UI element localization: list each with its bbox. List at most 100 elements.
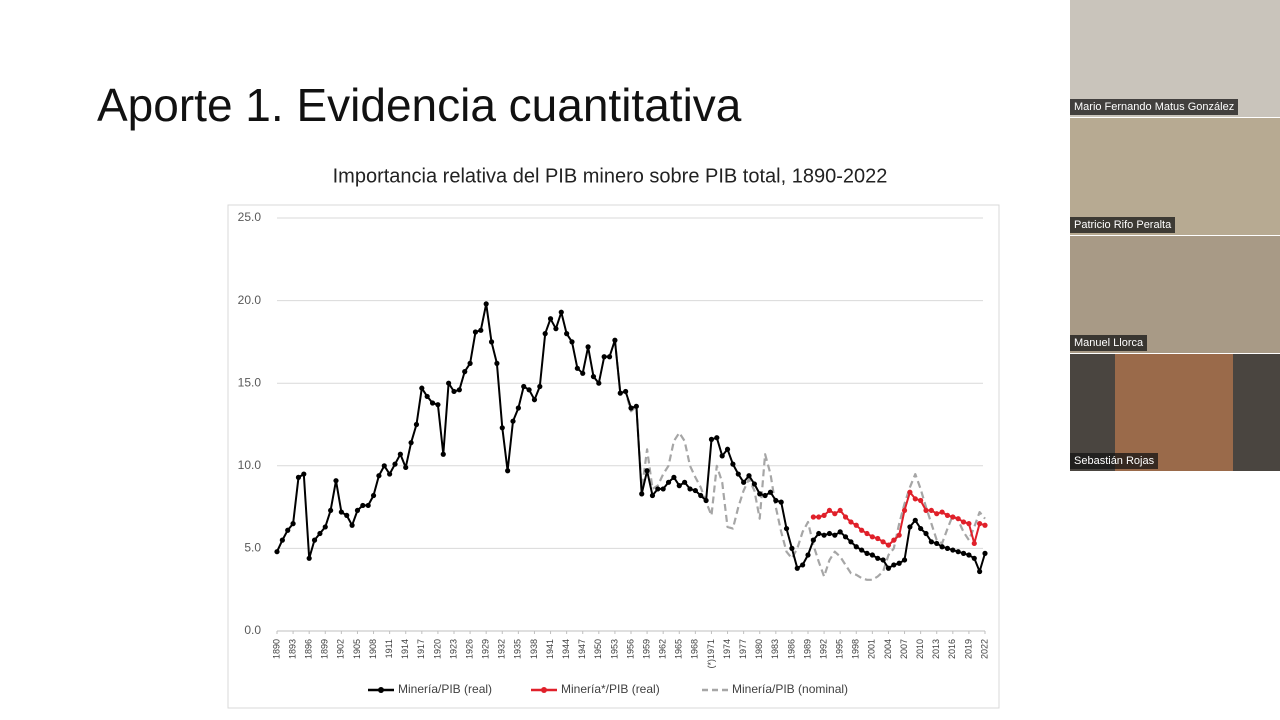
chart-title: Importancia relativa del PIB minero sobr…: [333, 165, 888, 187]
x-tick-label: 1956: [625, 639, 635, 659]
data-point: [977, 568, 983, 575]
x-tick-label: 1947: [577, 639, 587, 659]
data-point: [928, 507, 934, 514]
data-point: [424, 393, 430, 400]
data-point: [301, 471, 307, 477]
data-point: [365, 502, 371, 509]
x-tick-label: 1911: [384, 639, 394, 658]
data-point: [960, 550, 967, 556]
video-tile[interactable]: Manuel Llorca: [1070, 236, 1280, 353]
data-point: [821, 532, 827, 538]
data-point: [966, 521, 972, 527]
data-point: [955, 516, 961, 522]
x-tick-label: 1998: [851, 639, 861, 659]
data-point: [671, 474, 677, 480]
data-point: [719, 453, 725, 459]
x-tick-label: 1953: [609, 639, 619, 659]
data-point: [553, 326, 559, 332]
data-point: [977, 521, 983, 527]
x-tick-label: 1965: [674, 639, 684, 659]
data-point: [623, 388, 629, 395]
data-point: [757, 491, 763, 497]
legend-label: Minería*/PIB (real): [561, 682, 660, 696]
data-point: [816, 530, 822, 537]
data-point: [547, 316, 554, 322]
data-point: [891, 537, 897, 543]
data-point: [478, 327, 484, 333]
data-point: [837, 529, 843, 535]
data-point: [612, 337, 618, 343]
data-point: [816, 514, 822, 520]
x-tick-label: 1932: [497, 639, 507, 659]
data-point: [317, 530, 323, 537]
data-point: [971, 540, 977, 547]
video-tile[interactable]: Sebastián Rojas: [1070, 354, 1280, 471]
data-point: [907, 489, 913, 495]
video-tile[interactable]: Patricio Rifo Peralta: [1070, 118, 1280, 235]
data-point: [939, 509, 945, 515]
data-point: [290, 521, 296, 527]
data-point: [488, 339, 495, 345]
data-point: [580, 370, 586, 376]
data-point: [875, 555, 881, 561]
data-point: [907, 524, 913, 530]
data-point: [923, 530, 929, 537]
data-point: [682, 479, 688, 485]
data-point: [564, 331, 570, 337]
data-point: [944, 545, 951, 552]
data-point: [440, 451, 446, 457]
slide-title: Aporte 1. Evidencia cuantitativa: [97, 79, 742, 131]
data-point: [934, 540, 940, 547]
data-point: [403, 464, 409, 471]
y-tick-label: 20.0: [238, 293, 262, 307]
data-point: [446, 380, 452, 386]
x-tick-label: 1986: [786, 639, 796, 659]
data-point: [724, 446, 731, 452]
data-point: [451, 388, 457, 395]
data-point: [360, 502, 366, 509]
data-point: [966, 552, 972, 558]
x-tick-label: 1959: [641, 639, 651, 659]
data-point: [848, 519, 854, 525]
video-tile[interactable]: Mario Fernando Matus González: [1070, 0, 1280, 117]
x-tick-label: 1938: [529, 639, 539, 659]
data-point: [826, 530, 833, 537]
data-point: [349, 522, 355, 528]
data-point: [456, 387, 462, 393]
data-point: [585, 344, 591, 350]
data-point: [767, 489, 774, 495]
data-point: [762, 492, 768, 499]
x-tick-label: 1941: [545, 639, 555, 659]
data-point: [274, 549, 280, 555]
data-point: [875, 535, 881, 542]
data-point: [279, 537, 285, 543]
data-point: [333, 478, 339, 484]
data-point: [789, 545, 795, 552]
data-point: [370, 492, 377, 499]
y-tick-label: 5.0: [244, 541, 261, 555]
data-point: [505, 468, 511, 474]
data-point: [665, 479, 672, 485]
data-point: [864, 550, 870, 556]
x-tick-label: (*)1971: [706, 639, 716, 669]
data-point: [462, 369, 468, 375]
x-tick-label: 1905: [352, 639, 362, 659]
data-point: [510, 418, 516, 424]
data-point: [649, 492, 656, 499]
data-point: [923, 507, 929, 514]
x-tick-label: 1914: [400, 639, 410, 659]
x-tick-label: 1929: [481, 639, 491, 659]
data-point: [832, 511, 838, 517]
participant-name: Mario Fernando Matus González: [1070, 99, 1239, 115]
x-tick-label: 1977: [738, 639, 748, 659]
y-tick-label: 0.0: [244, 623, 261, 637]
data-point: [746, 473, 752, 479]
x-tick-label: 1974: [722, 639, 732, 659]
data-point: [537, 383, 543, 390]
data-point: [397, 451, 403, 457]
data-point: [735, 471, 741, 477]
data-point: [955, 549, 961, 555]
legend-label: Minería/PIB (nominal): [732, 682, 848, 696]
x-tick-label: 1944: [561, 639, 571, 659]
